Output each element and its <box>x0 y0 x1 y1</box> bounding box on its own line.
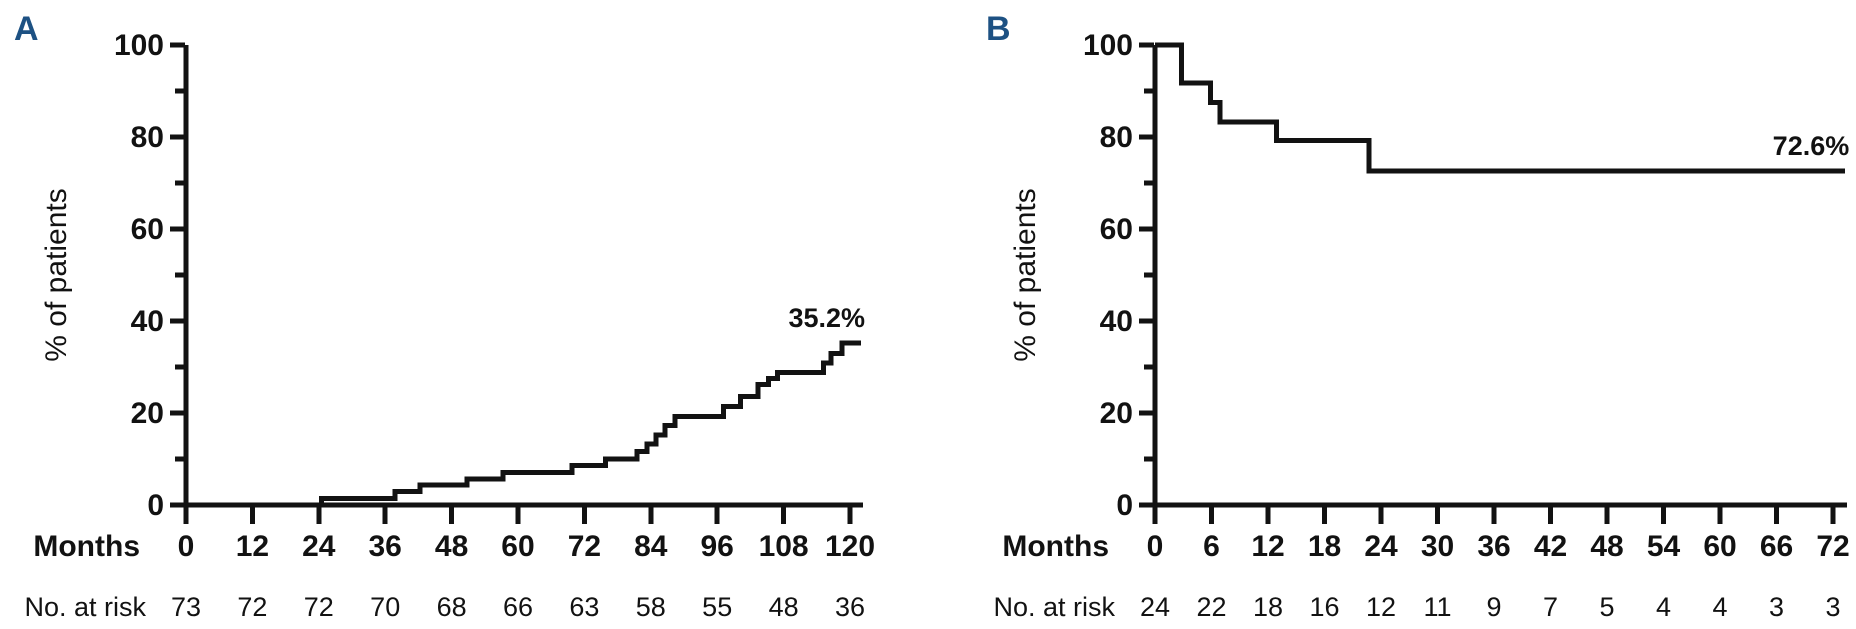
risk-count: 48 <box>769 592 799 622</box>
y-tick-label: 80 <box>1100 121 1133 154</box>
risk-count: 58 <box>636 592 666 622</box>
x-axis-title: Months <box>1002 530 1109 563</box>
endpoint-annotation: 72.6% <box>1773 131 1850 161</box>
x-tick-label: 108 <box>759 530 809 563</box>
x-tick-label: 18 <box>1308 530 1341 563</box>
risk-count: 72 <box>304 592 334 622</box>
risk-count: 63 <box>569 592 599 622</box>
y-tick-label: 100 <box>114 29 164 62</box>
risk-count: 22 <box>1196 592 1226 622</box>
panel-a-label: A <box>14 10 39 48</box>
x-tick-label: 30 <box>1421 530 1454 563</box>
risk-row-label: No. at risk <box>24 592 146 622</box>
y-tick-label: 20 <box>1100 397 1133 430</box>
x-axis-title: Months <box>33 530 140 563</box>
survival-curve <box>186 340 862 508</box>
risk-count: 70 <box>370 592 400 622</box>
survival-curve <box>1155 42 1846 174</box>
y-tick-label: 80 <box>131 121 164 154</box>
x-tick-label: 84 <box>634 530 668 563</box>
risk-count: 18 <box>1253 592 1283 622</box>
risk-count: 12 <box>1366 592 1396 622</box>
risk-count: 36 <box>835 592 865 622</box>
x-tick-label: 96 <box>701 530 734 563</box>
risk-count: 3 <box>1825 592 1840 622</box>
endpoint-annotation: 35.2% <box>789 303 866 333</box>
x-tick-label: 42 <box>1534 530 1567 563</box>
risk-count: 55 <box>702 592 732 622</box>
risk-row-label: No. at risk <box>993 592 1115 622</box>
y-tick-label: 40 <box>1100 305 1133 338</box>
risk-count: 5 <box>1599 592 1614 622</box>
risk-count: 4 <box>1656 592 1671 622</box>
y-tick-label: 40 <box>131 305 164 338</box>
risk-count: 3 <box>1769 592 1784 622</box>
x-tick-label: 48 <box>1590 530 1623 563</box>
risk-count: 68 <box>437 592 467 622</box>
risk-count: 16 <box>1309 592 1339 622</box>
x-tick-label: 0 <box>178 530 195 563</box>
risk-count: 7 <box>1543 592 1558 622</box>
x-tick-label: 60 <box>1703 530 1736 563</box>
x-tick-label: 36 <box>369 530 402 563</box>
x-tick-label: 24 <box>1364 530 1398 563</box>
risk-count: 73 <box>171 592 201 622</box>
panel-b-label: B <box>986 10 1011 48</box>
y-tick-label: 60 <box>131 213 164 246</box>
y-tick-label: 100 <box>1083 29 1133 62</box>
x-tick-label: 72 <box>568 530 601 563</box>
x-tick-label: 36 <box>1477 530 1510 563</box>
y-tick-label: 60 <box>1100 213 1133 246</box>
y-tick-label: 0 <box>1116 489 1133 522</box>
x-tick-label: 24 <box>302 530 336 563</box>
x-tick-label: 60 <box>501 530 534 563</box>
x-tick-label: 48 <box>435 530 468 563</box>
x-tick-label: 72 <box>1816 530 1849 563</box>
risk-count: 72 <box>237 592 267 622</box>
y-tick-label: 0 <box>147 489 164 522</box>
risk-count: 24 <box>1140 592 1170 622</box>
x-tick-label: 120 <box>825 530 875 563</box>
risk-count: 4 <box>1712 592 1727 622</box>
x-tick-label: 12 <box>236 530 269 563</box>
risk-count: 9 <box>1486 592 1501 622</box>
panel-b-survival-chart: 0 20 40 60 80 100 0 24 6 22 12 18 18 16 24 12 30 11 36 9 42 7… <box>993 29 1850 622</box>
y-axis-title: % of patients <box>40 188 73 361</box>
panel-a-survival-chart: 0 20 40 60 80 100 0 73 12 72 24 72 36 70 48 68 60 66 72 63 8… <box>24 29 875 622</box>
y-axis-title: % of patients <box>1009 188 1042 361</box>
x-tick-label: 6 <box>1203 530 1220 563</box>
risk-count: 66 <box>503 592 533 622</box>
x-tick-label: 54 <box>1647 530 1681 563</box>
x-tick-label: 0 <box>1147 530 1164 563</box>
y-tick-label: 20 <box>131 397 164 430</box>
risk-count: 11 <box>1423 592 1451 622</box>
x-tick-label: 66 <box>1760 530 1793 563</box>
x-tick-label: 12 <box>1251 530 1284 563</box>
